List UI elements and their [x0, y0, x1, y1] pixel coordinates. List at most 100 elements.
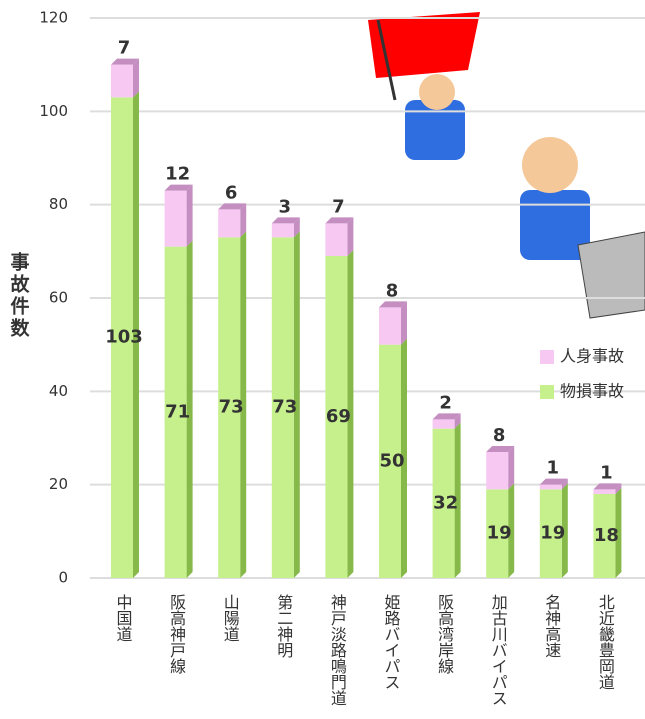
data-label: 73 [272, 397, 297, 418]
bar-side [561, 483, 568, 578]
figure [405, 100, 465, 160]
bar-side [186, 240, 193, 578]
data-label: 8 [386, 280, 399, 301]
bar [111, 97, 133, 578]
illustration [368, 12, 645, 319]
bar-side [508, 446, 515, 490]
bar-side [133, 58, 139, 98]
bar [593, 494, 616, 578]
data-label: 19 [487, 523, 512, 544]
sign [577, 231, 645, 319]
bar [218, 237, 241, 579]
figure-head [522, 137, 578, 193]
data-label: 18 [594, 525, 619, 546]
y-tick-label: 0 [58, 569, 68, 587]
x-tick-label: 神戸淡路鳴門道 [328, 594, 347, 706]
bar-side [615, 488, 622, 578]
bar [325, 256, 348, 578]
data-label: 50 [379, 450, 404, 471]
flag [368, 12, 480, 78]
data-label: 19 [540, 523, 565, 544]
bar-side [401, 301, 407, 345]
bar [539, 489, 562, 578]
bar-side [240, 203, 247, 238]
x-tick-label: 加古川バイパス [489, 594, 508, 706]
bar-side [454, 422, 461, 578]
bar-side [347, 250, 354, 578]
bar-top [325, 217, 354, 224]
legend-swatch [540, 350, 554, 364]
legend-label: 人身事故 [560, 347, 624, 366]
x-tick-label: 中国道 [114, 594, 133, 642]
data-label: 73 [219, 397, 244, 418]
bar [432, 419, 455, 429]
bar [379, 307, 401, 345]
bar-side [561, 478, 568, 490]
x-tick-label: 北近畿豊岡道 [596, 594, 615, 690]
data-label: 1 [600, 462, 613, 483]
bar [271, 237, 294, 579]
bar [593, 489, 616, 494]
legend-swatch [540, 385, 554, 399]
bar [486, 452, 509, 490]
y-tick-label: 80 [49, 195, 68, 213]
y-tick-label: 60 [49, 289, 68, 307]
bar [432, 428, 455, 578]
data-label: 7 [118, 38, 131, 59]
data-label: 71 [165, 401, 190, 422]
data-label: 3 [279, 196, 292, 217]
x-tick-label: 阪高神戸線 [167, 594, 186, 674]
bar-side [133, 91, 139, 578]
y-tick-label: 100 [39, 102, 68, 120]
y-axis-title: 事故件数 [8, 251, 30, 340]
bar [325, 223, 348, 256]
data-label: 7 [332, 196, 345, 217]
bar-side [615, 483, 622, 494]
x-tick-label: 名神高速 [542, 594, 561, 658]
legend-label: 物損事故 [560, 382, 624, 401]
data-label: 6 [225, 182, 238, 203]
bar [164, 246, 187, 578]
bar-side [293, 217, 300, 238]
figure-head [419, 74, 455, 110]
x-tick-label: 姫路バイパス [382, 594, 401, 690]
flag-pole [376, 19, 397, 101]
bar [486, 489, 509, 578]
x-tick-label: 阪高湾岸線 [435, 594, 454, 674]
bar-side [508, 483, 515, 578]
bar-side [186, 184, 193, 247]
data-label: 69 [326, 406, 351, 427]
data-label: 103 [105, 327, 143, 348]
data-label: 2 [439, 392, 452, 413]
bar [218, 209, 241, 238]
bar-side [401, 338, 407, 578]
data-label: 1 [547, 458, 560, 479]
bar [379, 344, 401, 578]
bar-top [111, 58, 139, 65]
data-label: 12 [165, 164, 190, 185]
bar-top [164, 184, 193, 191]
bar-top [593, 483, 622, 490]
data-label: 8 [493, 425, 506, 446]
bar [271, 223, 294, 238]
bar [111, 64, 133, 98]
figure [520, 190, 590, 260]
bar [164, 190, 187, 247]
bar-top [218, 203, 247, 210]
y-tick-label: 40 [49, 382, 68, 400]
y-tick-label: 120 [39, 9, 68, 27]
bar-top [379, 301, 407, 308]
bar-top [486, 446, 515, 452]
bar-side [293, 231, 300, 579]
x-tick-label: 山陽道 [221, 594, 240, 642]
bar-side [347, 217, 354, 256]
bar-side [454, 413, 461, 429]
x-tick-label: 第二神明 [274, 594, 293, 659]
bar [539, 484, 562, 490]
data-label: 32 [433, 492, 458, 513]
bar-top [539, 478, 568, 485]
y-tick-label: 20 [49, 475, 68, 493]
bar-side [240, 231, 247, 579]
bar-top [432, 413, 461, 420]
